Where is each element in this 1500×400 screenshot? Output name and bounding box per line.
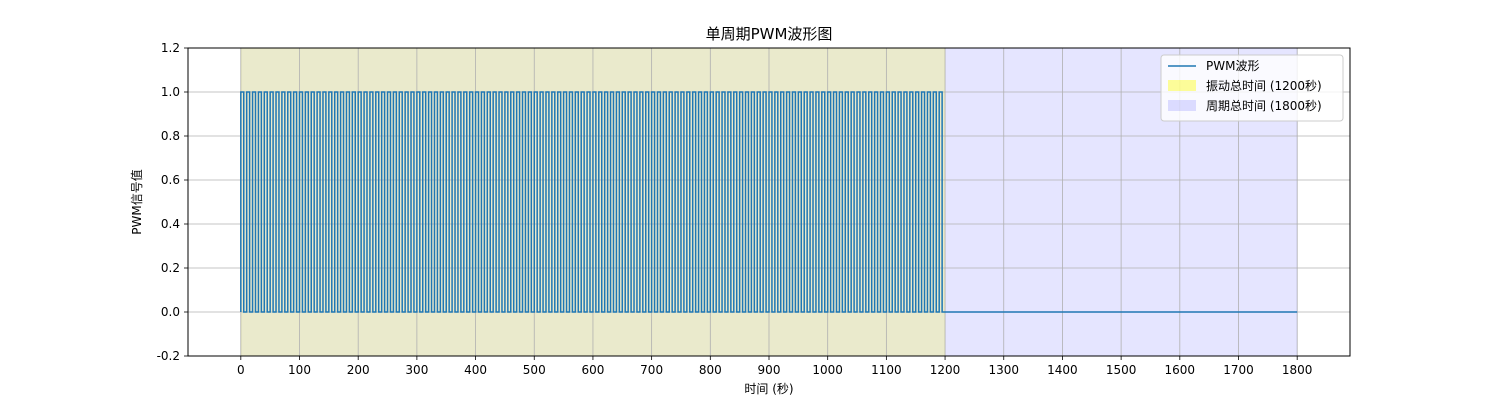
legend-swatch-cycle xyxy=(1168,100,1196,111)
x-tick-label-700: 700 xyxy=(640,363,663,377)
legend-label-cycle: 周期总时间 (1800秒) xyxy=(1206,99,1322,113)
pwm-line xyxy=(240,91,1298,313)
x-tick-label-300: 300 xyxy=(405,363,428,377)
y-tick-label-0.6: 0.6 xyxy=(161,173,180,187)
legend-box xyxy=(1160,54,1344,122)
y-axis-label: PWM信号值 xyxy=(129,169,144,234)
x-tick-label-1500: 1500 xyxy=(1106,363,1137,377)
y-tick-label-0.4: 0.4 xyxy=(161,217,180,231)
x-tick-label-200: 200 xyxy=(347,363,370,377)
x-tick-label-1400: 1400 xyxy=(1047,363,1078,377)
x-tick-label-900: 900 xyxy=(758,363,781,377)
y-tick-label-0.2: 0.2 xyxy=(161,261,180,275)
legend-label-pwm: PWM波形 xyxy=(1206,59,1259,73)
x-tick-label-1100: 1100 xyxy=(871,363,902,377)
chart-title: 单周期PWM波形图 xyxy=(706,25,833,43)
y-tick-label--0.2: -0.2 xyxy=(157,349,180,363)
x-tick-label-800: 800 xyxy=(699,363,722,377)
x-tick-label-500: 500 xyxy=(523,363,546,377)
legend: PWM波形 振动总时间 (1200秒) 周期总时间 (1800秒) xyxy=(1160,54,1344,122)
x-tick-label-400: 400 xyxy=(464,363,487,377)
x-tick-label-600: 600 xyxy=(581,363,604,377)
x-tick-label-100: 100 xyxy=(288,363,311,377)
y-tick-label-1.0: 1.0 xyxy=(161,85,180,99)
y-axis-ticks: -0.2 0.0 0.2 0.4 0.6 0.8 1.0 1.2 xyxy=(157,41,188,363)
x-tick-label-1300: 1300 xyxy=(988,363,1019,377)
x-tick-label-1800: 1800 xyxy=(1282,363,1313,377)
x-tick-label-0: 0 xyxy=(237,363,245,377)
legend-swatch-vibration xyxy=(1168,80,1196,91)
x-tick-label-1200: 1200 xyxy=(930,363,961,377)
series-layer xyxy=(240,91,1298,313)
x-axis-ticks: 0 100 200 300 400 500 600 700 800 900 1000 1100 1200… xyxy=(237,356,1312,377)
x-tick-label-1700: 1700 xyxy=(1223,363,1254,377)
y-tick-label-0.8: 0.8 xyxy=(161,129,180,143)
legend-label-vibration: 振动总时间 (1200秒) xyxy=(1206,79,1322,93)
y-tick-label-0.0: 0.0 xyxy=(161,305,180,319)
x-tick-label-1600: 1600 xyxy=(1165,363,1196,377)
x-axis-label: 时间 (秒) xyxy=(744,382,793,396)
y-tick-label-1.2: 1.2 xyxy=(161,41,180,55)
x-tick-label-1000: 1000 xyxy=(812,363,843,377)
